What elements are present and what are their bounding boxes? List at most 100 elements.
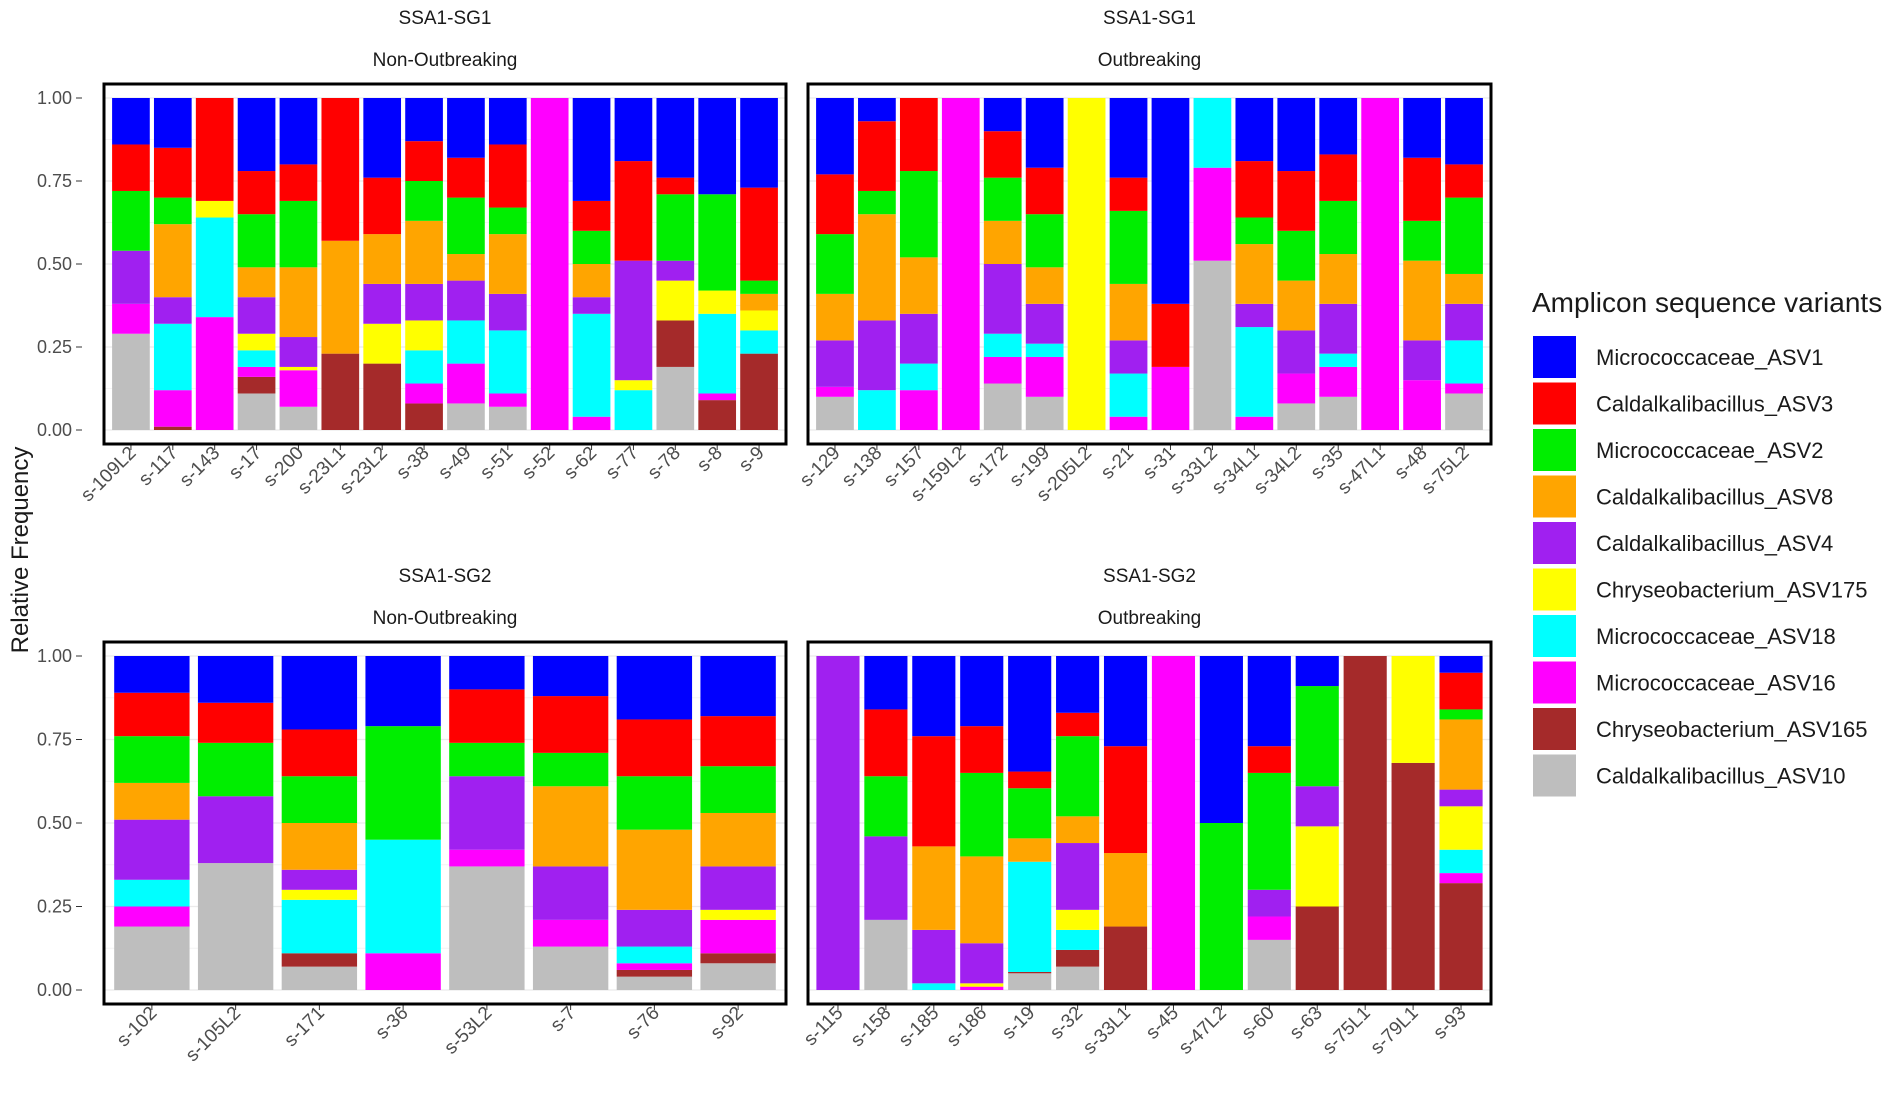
bar-segment (1025, 396, 1064, 430)
bar-s-75l2 (1445, 98, 1483, 430)
legend-item-caldalkalibacillus-asv4: Caldalkalibacillus_ASV4 (1533, 522, 1833, 564)
bar-segment (1235, 98, 1274, 162)
bar-segment (1109, 98, 1148, 178)
bar-s-105l2 (197, 656, 274, 990)
legend-swatch (1533, 754, 1576, 797)
bar-segment (153, 390, 192, 427)
bar-segment (1151, 98, 1190, 304)
bar-segment (700, 766, 776, 813)
bar-segment (405, 141, 443, 181)
bar-segment (153, 147, 192, 198)
bar-segment (1445, 383, 1483, 394)
panel-border (806, 640, 1493, 1006)
bar-segment (616, 909, 693, 947)
bar-segment (1067, 98, 1106, 430)
legend-label: Micrococcaceae_ASV16 (1596, 671, 1836, 696)
bar-segment (1319, 396, 1358, 430)
bar-segment (1295, 786, 1339, 827)
bar-segment (1025, 356, 1064, 397)
y-tick-label: 0.00 (37, 420, 72, 440)
bar-s-79l1 (1391, 656, 1435, 990)
x-tick-label: s-63 (1286, 1003, 1327, 1044)
bar-segment (1439, 656, 1483, 673)
panel-ssa1-sg1-outbreaking: SSA1-SG1Outbreakings-129s-138s-157s-159L… (796, 8, 1493, 506)
bar-segment (983, 356, 1022, 384)
bar-segment (858, 320, 896, 391)
bar-segment (281, 899, 358, 954)
bar-segment (656, 366, 695, 430)
bar-segment (488, 234, 527, 294)
x-tick-label: s-19 (998, 1003, 1039, 1044)
bar-s-53l2 (449, 656, 525, 990)
bar-segment (405, 181, 443, 221)
y-axis-label: Relative Frequency (7, 447, 34, 654)
bar-segment (405, 403, 443, 430)
legend-label: Caldalkalibacillus_ASV8 (1596, 485, 1833, 510)
bar-segment (447, 363, 485, 404)
bar-segment (616, 976, 693, 990)
bar-segment (1319, 200, 1358, 255)
bar-segment (700, 909, 776, 920)
legend-item-micrococcaceae-asv2: Micrococcaceae_ASV2 (1533, 429, 1823, 471)
bar-s-158 (864, 656, 908, 990)
bar-segment (237, 333, 276, 351)
bar-segment (237, 98, 276, 172)
bar-segment (365, 953, 441, 990)
bar-segment (700, 919, 776, 954)
bar-segment (1445, 98, 1483, 165)
bar-segment (864, 776, 908, 837)
bar-segment (112, 250, 150, 304)
bar-segment (405, 220, 443, 284)
bar-segment (1319, 303, 1358, 354)
bar-segment (1193, 167, 1232, 261)
bar-segment (572, 200, 611, 231)
bar-segment (698, 98, 737, 195)
bar-segment (858, 390, 896, 430)
facet-panels: SSA1-SG1 Non-Outbreaking 0.00 0.25 0.50 0.75 1… (37, 8, 1493, 1066)
legend-label: Chryseobacterium_ASV175 (1596, 578, 1867, 603)
bar-segment (1439, 806, 1483, 850)
panel-ssa1-sg2-non-outbreaking: SSA1-SG2 Non-Outbreaking 0.00 0.25 0.50 0.75 1… (37, 566, 788, 1066)
bar-s-157 (899, 98, 938, 430)
x-tick-label: s-34L2 (1250, 443, 1306, 499)
bar-segment (899, 257, 938, 314)
bar-s-63 (1295, 656, 1339, 990)
x-tick-label: s-7 (547, 1003, 581, 1037)
bar-segment (279, 267, 318, 338)
bar-segment (816, 98, 854, 175)
bar-segment (1056, 929, 1100, 950)
bar-segment (1008, 861, 1052, 972)
bar-s-45 (1151, 656, 1196, 990)
bar-segment (1056, 656, 1100, 713)
bar-segment (279, 406, 318, 430)
bar-segment (1295, 686, 1339, 787)
bar-segment (698, 400, 737, 430)
bar-segment (572, 297, 611, 314)
x-tick-label: s-60 (1238, 1003, 1279, 1044)
bar-segment (899, 313, 938, 364)
bar-segment (700, 866, 776, 910)
x-tick-label: s-51 (476, 443, 517, 484)
bar-segment (1008, 838, 1052, 862)
bar-segment (1343, 656, 1387, 990)
bar-s-115 (816, 656, 860, 990)
x-tick-label: s-129 (796, 443, 844, 491)
x-tick-label: s-38 (393, 443, 434, 484)
bar-s-32 (1056, 656, 1100, 990)
bar-segment (237, 350, 276, 367)
bar-segment (572, 416, 611, 430)
bar-segment (281, 776, 358, 823)
bar-segment (153, 323, 192, 391)
bar-segment (1235, 161, 1274, 218)
bar-segment (912, 983, 956, 990)
bar-segment (114, 736, 190, 783)
bar-segment (321, 240, 360, 354)
bar-segment (488, 330, 527, 394)
bar-segment (656, 98, 695, 178)
bar-segment (1109, 373, 1148, 417)
bar-segment (114, 879, 190, 907)
bar-segment (237, 297, 276, 334)
bar-segment (899, 98, 938, 172)
